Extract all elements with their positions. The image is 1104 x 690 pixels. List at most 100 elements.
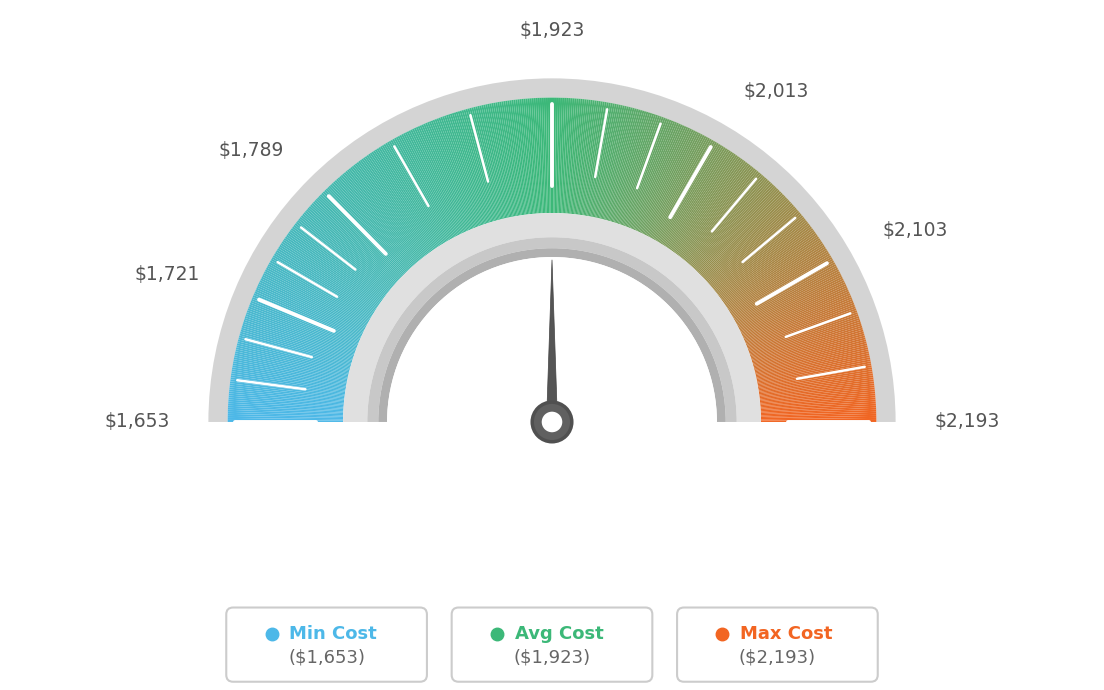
Wedge shape bbox=[705, 201, 792, 281]
Wedge shape bbox=[657, 141, 718, 242]
Text: ($1,653): ($1,653) bbox=[288, 649, 365, 667]
Wedge shape bbox=[597, 106, 625, 218]
Text: Max Cost: Max Cost bbox=[741, 625, 832, 643]
Wedge shape bbox=[414, 128, 465, 233]
Wedge shape bbox=[573, 99, 586, 214]
Wedge shape bbox=[751, 319, 860, 357]
Wedge shape bbox=[735, 266, 837, 322]
Wedge shape bbox=[577, 100, 593, 215]
Wedge shape bbox=[710, 209, 798, 286]
Wedge shape bbox=[236, 345, 349, 374]
Text: ($2,193): ($2,193) bbox=[739, 649, 816, 667]
Wedge shape bbox=[700, 193, 783, 275]
Wedge shape bbox=[276, 250, 375, 313]
Wedge shape bbox=[401, 134, 456, 237]
Wedge shape bbox=[734, 264, 836, 322]
Wedge shape bbox=[761, 400, 875, 409]
Wedge shape bbox=[367, 155, 434, 250]
Wedge shape bbox=[371, 151, 437, 248]
Wedge shape bbox=[263, 273, 367, 327]
Wedge shape bbox=[747, 306, 856, 348]
Wedge shape bbox=[526, 99, 537, 214]
Wedge shape bbox=[602, 107, 630, 219]
Wedge shape bbox=[261, 278, 364, 331]
Wedge shape bbox=[320, 194, 403, 276]
Wedge shape bbox=[616, 113, 655, 224]
Wedge shape bbox=[682, 168, 755, 259]
Wedge shape bbox=[343, 213, 761, 422]
Wedge shape bbox=[689, 177, 766, 265]
Wedge shape bbox=[611, 110, 645, 221]
Wedge shape bbox=[269, 260, 371, 319]
Wedge shape bbox=[760, 391, 875, 404]
Wedge shape bbox=[761, 416, 877, 420]
Wedge shape bbox=[233, 361, 347, 384]
Wedge shape bbox=[753, 331, 864, 365]
Wedge shape bbox=[552, 97, 554, 213]
Wedge shape bbox=[620, 115, 660, 225]
Wedge shape bbox=[564, 98, 572, 213]
Wedge shape bbox=[449, 113, 488, 224]
Wedge shape bbox=[713, 215, 804, 290]
Wedge shape bbox=[618, 114, 656, 224]
Wedge shape bbox=[554, 97, 559, 213]
Wedge shape bbox=[227, 412, 343, 417]
Wedge shape bbox=[690, 179, 768, 266]
Wedge shape bbox=[277, 248, 375, 311]
Wedge shape bbox=[354, 164, 426, 256]
Wedge shape bbox=[282, 241, 379, 307]
Wedge shape bbox=[528, 99, 538, 214]
Wedge shape bbox=[251, 301, 358, 345]
Wedge shape bbox=[718, 225, 810, 296]
Wedge shape bbox=[633, 123, 679, 230]
Wedge shape bbox=[711, 210, 799, 287]
Wedge shape bbox=[245, 316, 354, 355]
Wedge shape bbox=[761, 410, 877, 415]
Wedge shape bbox=[760, 380, 873, 396]
Wedge shape bbox=[704, 200, 789, 280]
Wedge shape bbox=[283, 239, 379, 306]
Wedge shape bbox=[530, 98, 539, 213]
Wedge shape bbox=[469, 108, 500, 220]
Wedge shape bbox=[237, 344, 349, 373]
Wedge shape bbox=[665, 149, 730, 247]
Wedge shape bbox=[316, 199, 401, 279]
Wedge shape bbox=[299, 217, 390, 290]
Wedge shape bbox=[718, 223, 809, 295]
Wedge shape bbox=[321, 193, 404, 275]
Wedge shape bbox=[693, 183, 773, 269]
Wedge shape bbox=[268, 264, 370, 322]
Wedge shape bbox=[307, 208, 395, 285]
Wedge shape bbox=[270, 259, 372, 318]
Wedge shape bbox=[659, 144, 721, 244]
Wedge shape bbox=[726, 245, 825, 309]
Wedge shape bbox=[758, 367, 872, 388]
Wedge shape bbox=[532, 98, 540, 213]
Wedge shape bbox=[236, 347, 349, 375]
Wedge shape bbox=[230, 387, 344, 401]
Wedge shape bbox=[435, 119, 478, 227]
Wedge shape bbox=[761, 395, 875, 406]
Wedge shape bbox=[289, 230, 384, 299]
Wedge shape bbox=[416, 127, 466, 233]
Wedge shape bbox=[258, 282, 363, 333]
Wedge shape bbox=[760, 382, 874, 397]
Wedge shape bbox=[672, 157, 741, 252]
Wedge shape bbox=[422, 124, 469, 230]
Wedge shape bbox=[582, 101, 601, 215]
Wedge shape bbox=[232, 371, 346, 391]
Wedge shape bbox=[331, 183, 411, 269]
Wedge shape bbox=[229, 402, 343, 410]
Wedge shape bbox=[252, 297, 359, 343]
Wedge shape bbox=[433, 119, 476, 228]
Wedge shape bbox=[670, 155, 737, 250]
Wedge shape bbox=[723, 236, 819, 304]
Wedge shape bbox=[330, 184, 410, 270]
Wedge shape bbox=[638, 127, 688, 233]
Wedge shape bbox=[603, 107, 633, 219]
Wedge shape bbox=[712, 214, 802, 289]
Wedge shape bbox=[585, 101, 605, 216]
Wedge shape bbox=[641, 128, 692, 233]
Wedge shape bbox=[256, 288, 362, 337]
Text: $2,013: $2,013 bbox=[743, 81, 808, 101]
